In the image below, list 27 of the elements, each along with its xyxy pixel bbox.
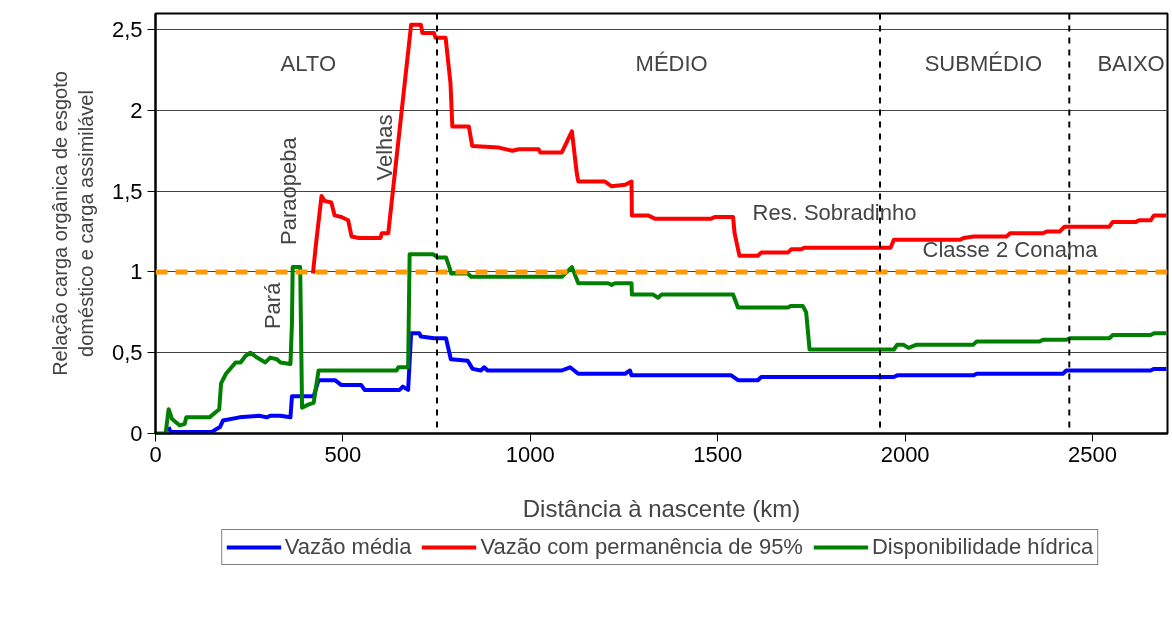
y-tick-label: 2,5 bbox=[111, 17, 143, 43]
y-tick-label: 1,5 bbox=[111, 178, 143, 204]
x-tick-label: 2500 bbox=[1068, 441, 1118, 467]
y-axis-title: Relação carga orgânica de esgoto doméstico e carga assimilável bbox=[48, 71, 97, 376]
line-series bbox=[166, 331, 1168, 434]
y-tick-label: 1 bbox=[130, 259, 143, 285]
legend-label: Vazão com permanência de 95% bbox=[480, 534, 803, 560]
legend-label: Vazão média bbox=[284, 534, 412, 560]
annotation: BAIXO bbox=[1097, 50, 1165, 76]
legend-label: Disponibilidade hídrica bbox=[871, 534, 1094, 560]
annotation: Res. Sobradinho bbox=[752, 199, 917, 225]
annotation: SUBMÉDIO bbox=[924, 50, 1042, 76]
annotation: ALTO bbox=[280, 50, 337, 76]
annotation: Paraopeba bbox=[275, 136, 301, 245]
y-tick-label: 2 bbox=[130, 97, 143, 123]
annotation: Velhas bbox=[371, 114, 397, 181]
y-tick-label: 0 bbox=[130, 421, 143, 446]
x-tick-label: 1000 bbox=[505, 441, 555, 467]
x-tick-label: 2000 bbox=[880, 441, 930, 467]
x-tick-label: 1500 bbox=[693, 441, 743, 467]
annotation: Classe 2 Conama bbox=[922, 237, 1099, 263]
x-tick-label: 500 bbox=[324, 441, 362, 467]
x-axis-title: Distância à nascente (km) bbox=[522, 494, 801, 522]
annotation: MÉDIO bbox=[635, 50, 708, 76]
x-tick-label: 0 bbox=[149, 441, 162, 467]
annotation: Pará bbox=[260, 281, 286, 330]
y-tick-label: 0,5 bbox=[111, 340, 143, 366]
